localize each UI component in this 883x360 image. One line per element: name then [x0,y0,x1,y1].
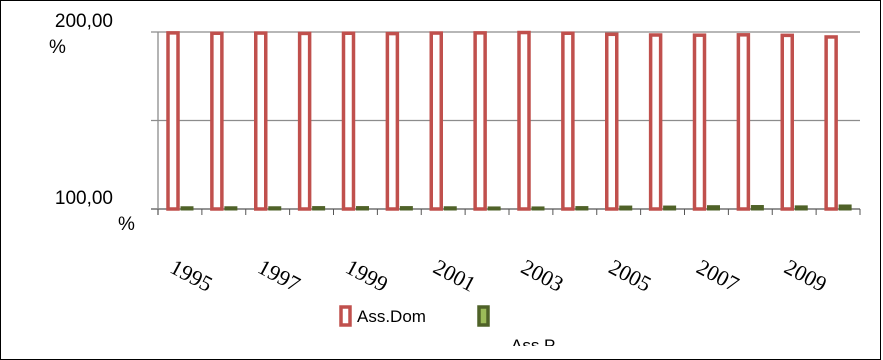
bar-ass-p [356,206,369,211]
bar-ass-dom [473,31,487,211]
bar-ass-p [619,205,633,211]
bar-ass-dom [297,31,312,211]
bar-ass-dom [166,31,180,211]
x-tick-label: 2005 [605,254,656,297]
x-tick-label: 1995 [166,254,217,297]
legend-label-ass-p: Ass.P [511,336,555,346]
bar-ass-p [268,206,282,211]
y-tick-unit: % [49,37,66,58]
bar-ass-dom [517,30,531,211]
x-tick-label: 2003 [517,254,568,297]
bar-ass-p [575,206,589,211]
bar-ass-p [750,205,764,211]
bar-ass-p [487,206,501,211]
bar-ass-p [663,205,677,211]
x-tick-label: 1999 [342,254,393,297]
bar-ass-p [794,205,808,211]
bar-ass-p [180,206,194,211]
bar-chart: 200,00%100,00%1995 1997 1999 2001 2003 2005 20… [49,11,861,346]
bar-ass-dom [385,31,400,211]
y-tick-label: 200,00 [55,11,113,32]
legend-swatch [339,305,352,327]
y-tick-label: 100,00 [55,188,113,209]
bar-ass-p [312,206,326,211]
bar-ass-dom [692,33,707,211]
bar-ass-dom [824,35,838,211]
bar-ass-dom [780,33,794,211]
x-tick-label: 2007 [693,254,744,297]
bar-ass-dom [605,32,619,211]
bar-ass-dom [341,31,356,211]
legend-label-ass-dom: Ass.Dom [357,307,426,326]
legend-swatch [477,305,490,327]
bar-ass-dom [648,33,663,211]
bar-ass-p [838,204,852,211]
x-tick-label: 2001 [429,254,480,297]
bar-ass-dom [429,31,443,211]
bar-ass-dom [210,31,224,211]
bar-ass-p [531,206,545,211]
bar-ass-p [224,206,238,211]
bar-ass-dom [561,31,575,211]
bar-ass-dom [736,33,751,211]
bar-ass-p [707,205,720,211]
x-tick-label: 2009 [780,254,831,297]
x-tick-label: 1997 [254,254,305,297]
bar-ass-p [399,206,413,211]
y-tick-unit: % [118,214,135,235]
bar-ass-p [443,206,457,211]
bar-ass-dom [254,31,268,211]
